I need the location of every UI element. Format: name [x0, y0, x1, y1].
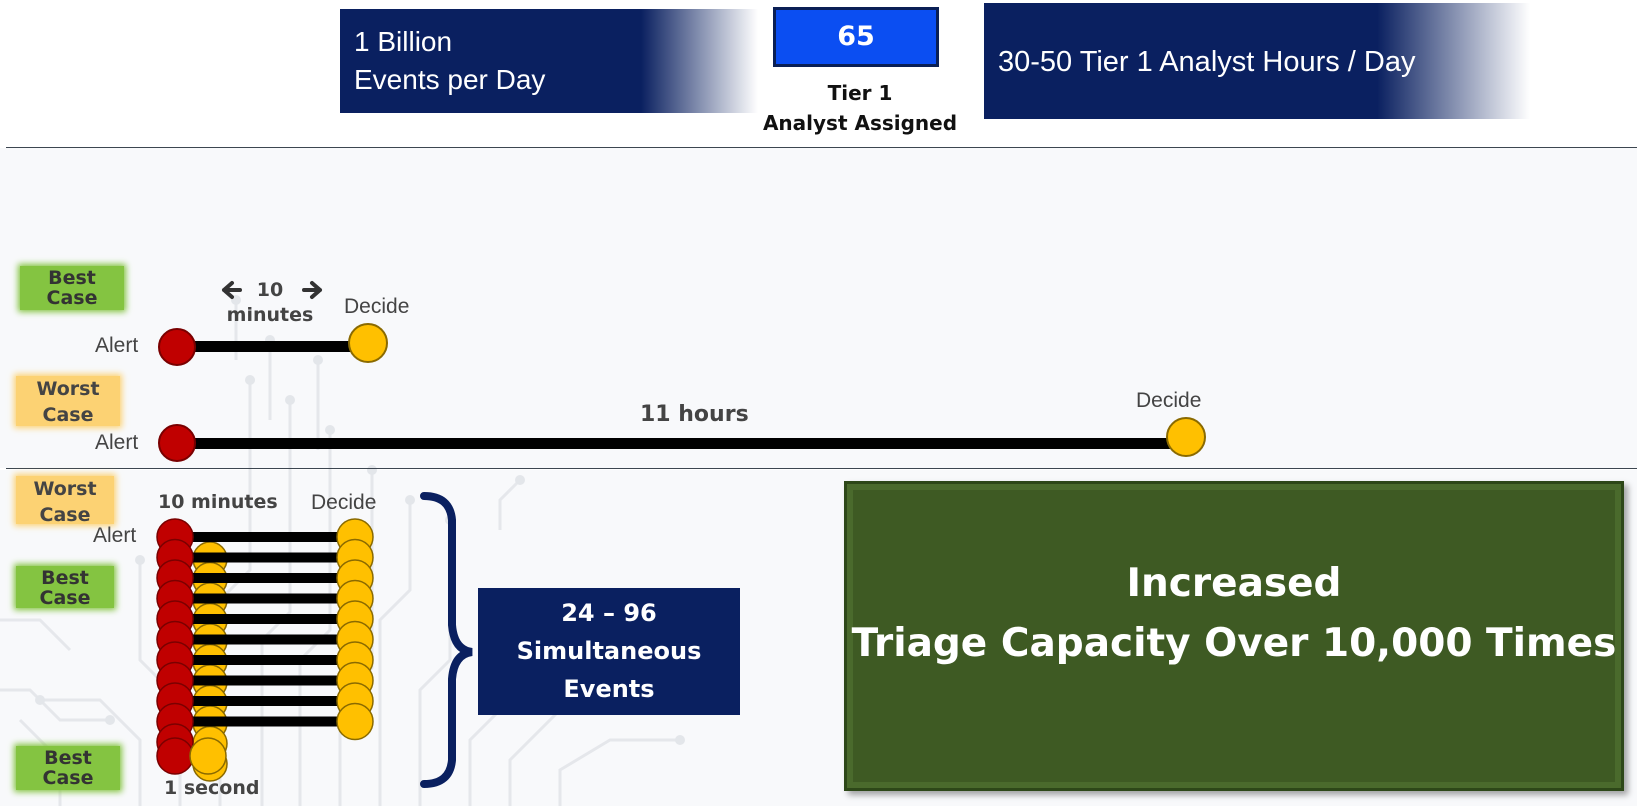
parallel-worst-line-2: Case [39, 504, 91, 526]
best-decide-label: Decide [344, 295, 410, 318]
parallel-event-bar [190, 696, 355, 706]
parallel-worst-line-1: Worst [33, 478, 97, 500]
parallel-event-bar [190, 675, 355, 686]
worst-decide-node [1166, 417, 1206, 457]
parallel-decide-label: Decide [311, 491, 377, 514]
tier-caption: Tier 1 Analyst Assigned [760, 78, 960, 138]
one-second-alert-node [156, 737, 194, 775]
worst-case-line-2: Case [42, 404, 94, 426]
parallel-event-bar [190, 614, 355, 624]
best-case-bar [190, 341, 366, 352]
events-line-1: 1 Billion [354, 26, 453, 57]
best-case-timeline [158, 281, 388, 366]
best-alert-label: Alert [95, 334, 139, 357]
parallel-duration-bottom: 1 second [164, 777, 260, 799]
tier-count-box: 65 [773, 7, 939, 67]
parallel-event-bar [190, 655, 355, 665]
section-divider [6, 468, 1637, 469]
events-line-2: Events per Day [354, 64, 546, 95]
triage-line-1: Increased [1126, 561, 1342, 606]
worst-decide-label: Decide [1136, 389, 1202, 412]
worst-alert-node [158, 424, 196, 462]
parallel-event-bar [190, 532, 355, 542]
parallel-events [156, 518, 374, 782]
tier-caption-line-1: Tier 1 [827, 81, 893, 105]
worst-case-tag: Worst Case [16, 376, 120, 426]
parallel-decide-node [336, 702, 374, 741]
analyst-hours-banner: 30-50 Tier 1 Analyst Hours / Day [984, 3, 1530, 119]
worst-alert-label: Alert [95, 431, 139, 454]
best-decide-node [348, 323, 388, 363]
brace-icon [420, 492, 473, 788]
parallel-duration-top: 10 minutes [158, 491, 278, 513]
parallel-worst-case-tag: Worst Case [16, 476, 114, 526]
worst-case-bar [190, 438, 1180, 449]
best-duration-line-1: 10 [256, 279, 284, 301]
worst-case-line-1: Worst [36, 378, 100, 400]
simultaneous-line-1: 24 – 96 [561, 599, 657, 627]
one-second-decide-node [189, 737, 227, 775]
arrow-right-icon [302, 281, 322, 299]
tier-caption-line-2: Analyst Assigned [762, 111, 958, 135]
simultaneous-events-box: 24 – 96 Simultaneous Events [478, 588, 740, 715]
timeline-section-bg [0, 148, 1637, 468]
parallel-alert-label: Alert [93, 524, 137, 547]
parallel-best-case-tag: Best Case [16, 566, 114, 608]
triage-line-2: Triage Capacity Over 10,000 Times [851, 621, 1617, 666]
simultaneous-line-3: Events [563, 675, 655, 703]
best-duration-line-2: minutes [226, 304, 314, 326]
best-case-tag: Best Case [20, 266, 124, 310]
parallel-best-case-tag-bottom: Best Case [16, 746, 120, 790]
parallel-event-bar [190, 552, 355, 563]
events-per-day-banner: 1 Billion Events per Day [340, 9, 758, 113]
simultaneous-line-2: Simultaneous [516, 637, 702, 665]
best-alert-node [158, 328, 196, 366]
triage-capacity-box: Increased Triage Capacity Over 10,000 Ti… [844, 481, 1624, 791]
worst-duration-label: 11 hours [640, 402, 749, 427]
worst-case-timeline [158, 417, 1206, 462]
header-divider [6, 147, 1637, 148]
parallel-event-bar [190, 716, 355, 727]
best-duration-label: 10 minutes [224, 278, 316, 328]
parallel-event-bar [190, 593, 355, 604]
parallel-event-bar [190, 573, 355, 583]
parallel-event-bar [190, 634, 355, 645]
arrow-left-icon [222, 281, 242, 299]
